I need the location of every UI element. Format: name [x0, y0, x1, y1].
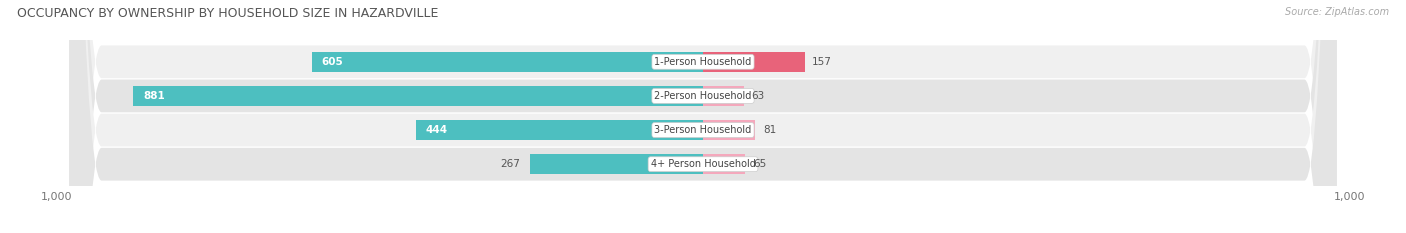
FancyBboxPatch shape [69, 0, 1337, 233]
Text: 444: 444 [426, 125, 447, 135]
FancyBboxPatch shape [69, 0, 1337, 233]
Text: 605: 605 [322, 57, 343, 67]
Bar [703, 52, 804, 72]
Text: 157: 157 [813, 57, 832, 67]
Bar [312, 52, 703, 72]
Text: 1-Person Household: 1-Person Household [654, 57, 752, 67]
FancyBboxPatch shape [69, 0, 1337, 233]
Text: 267: 267 [501, 159, 520, 169]
Text: OCCUPANCY BY OWNERSHIP BY HOUSEHOLD SIZE IN HAZARDVILLE: OCCUPANCY BY OWNERSHIP BY HOUSEHOLD SIZE… [17, 7, 439, 20]
Text: 65: 65 [752, 159, 766, 169]
Bar [416, 120, 703, 140]
Bar [703, 154, 745, 174]
Text: 81: 81 [763, 125, 776, 135]
Text: Source: ZipAtlas.com: Source: ZipAtlas.com [1285, 7, 1389, 17]
Text: 63: 63 [751, 91, 765, 101]
Bar [134, 86, 703, 106]
Text: 3-Person Household: 3-Person Household [654, 125, 752, 135]
Bar [703, 120, 755, 140]
Text: 2-Person Household: 2-Person Household [654, 91, 752, 101]
Text: 4+ Person Household: 4+ Person Household [651, 159, 755, 169]
Text: 881: 881 [143, 91, 165, 101]
Bar [703, 86, 744, 106]
Bar [530, 154, 703, 174]
FancyBboxPatch shape [69, 0, 1337, 233]
